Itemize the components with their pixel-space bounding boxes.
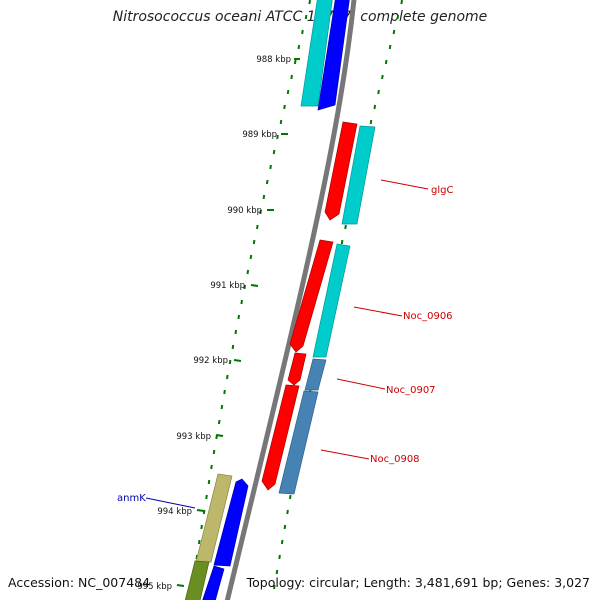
scale-ring-dot <box>381 74 384 80</box>
scale-ring-dot <box>269 164 272 170</box>
scale-ring-dot <box>293 59 297 65</box>
scale-ring-dot <box>290 74 293 80</box>
scale-ring-dot <box>246 269 250 275</box>
scale-ring-dot <box>200 524 203 530</box>
scale-ring-dot <box>243 284 247 290</box>
scale-ring-dot <box>388 44 392 50</box>
scale-ring-dot <box>340 239 344 245</box>
scale-ring-inner <box>188 0 311 600</box>
scale-label: 990 kbp <box>227 206 262 216</box>
scale-ring-dot <box>223 389 226 395</box>
scale-ring-dot <box>220 404 224 410</box>
map-title: Nitrosococcus oceani ATCC 19707, complet… <box>112 9 488 25</box>
scale-label: 988 kbp <box>256 55 291 65</box>
scale-ring-dot <box>262 194 266 200</box>
scale-ring-dot <box>286 89 290 95</box>
scale-ring-dot <box>234 329 238 335</box>
scale-ring-dot <box>228 359 232 365</box>
gene-leader-line <box>336 378 386 390</box>
gene-reverse <box>287 352 307 386</box>
scale-ring-dot <box>256 224 259 230</box>
scale-ring-dot <box>304 14 308 20</box>
scale-ring-dot <box>288 494 292 500</box>
scale-ring-dot <box>212 449 216 455</box>
scale-ring-dot <box>280 539 284 545</box>
scale-ring-dot <box>231 344 235 350</box>
gene-forward <box>202 565 225 600</box>
gene-leader-line <box>353 306 403 317</box>
gene-reverse <box>261 384 300 491</box>
gene-reverse <box>324 121 358 221</box>
gene-reverse <box>289 239 334 353</box>
scale-tick <box>196 509 205 512</box>
scale-ring-dot <box>392 29 396 35</box>
gene-leader-line <box>380 179 429 190</box>
scale-ring-dot <box>259 209 262 215</box>
gene-label-noc-0906[interactable]: Noc_0906 <box>403 311 453 322</box>
scale-ring-dot <box>237 314 241 320</box>
scale-ring-dot <box>301 29 304 35</box>
scale-ring-dot <box>396 14 400 20</box>
scale-ring-dot <box>205 494 208 500</box>
scale-tick <box>250 284 259 287</box>
scale-ring-dot <box>286 509 289 515</box>
scale-ticks <box>176 58 300 587</box>
scale-ring-dot <box>275 569 279 575</box>
scale-label: 995 kbp <box>137 582 172 592</box>
scale-ring-dot <box>252 239 256 245</box>
scale-ring-dot <box>400 0 403 5</box>
scale-ring-dot <box>210 464 213 470</box>
gene-rna <box>278 390 319 495</box>
scale-label: 992 kbp <box>193 356 228 366</box>
scale-label: 989 kbp <box>242 130 277 140</box>
gene-leader-line <box>145 497 196 509</box>
gene-forward <box>312 243 351 358</box>
scale-labels: 988 kbp 989 kbp 990 kbp 991 kbp 992 kbp … <box>137 55 291 592</box>
gene-label-noc-0907[interactable]: Noc_0907 <box>386 385 436 396</box>
gene-forward <box>317 0 350 111</box>
scale-ring-dot <box>278 554 281 560</box>
scale-ring-dot <box>197 539 201 545</box>
gene-forward <box>213 478 249 567</box>
scale-ring-dot <box>344 224 347 230</box>
gene-rna <box>304 358 327 391</box>
gene-khaki <box>195 473 233 563</box>
scale-ring-dot <box>377 89 380 95</box>
scale-ring-dot <box>283 524 287 530</box>
scale-ring-dot <box>297 44 301 50</box>
scale-ring-dot <box>240 299 243 305</box>
scale-ring-dot <box>276 134 279 140</box>
scale-ring-dot <box>373 104 377 110</box>
genome-backbone <box>224 0 357 600</box>
accession-text: Accession: NC_007484 <box>8 575 151 590</box>
scale-ring-dot <box>272 149 276 155</box>
scale-label: 993 kbp <box>176 432 211 442</box>
scale-ring-dot <box>226 374 229 380</box>
scale-ring-dot <box>283 104 286 110</box>
gene-forward <box>341 125 376 225</box>
scale-ring-dot <box>384 59 388 65</box>
scale-ring-dot <box>217 419 221 425</box>
gene-leader-line <box>320 449 370 460</box>
scale-ring-dot <box>202 509 206 515</box>
scale-ring-dot <box>273 584 276 590</box>
scale-ring-dot <box>279 119 283 125</box>
scale-label: 991 kbp <box>210 281 245 291</box>
scale-label: 994 kbp <box>157 507 192 517</box>
scale-ring-dot <box>207 479 211 485</box>
gene-label-glgC[interactable]: glgC <box>431 185 453 196</box>
scale-tick <box>215 434 224 437</box>
scale-tick <box>176 584 185 587</box>
topology-text: Topology: circular; Length: 3,481,691 bp… <box>246 575 590 590</box>
scale-ring-dot <box>308 0 311 5</box>
gene-label-noc-0908[interactable]: Noc_0908 <box>370 454 420 465</box>
scale-ring-dot <box>265 179 269 185</box>
scale-ring-dot <box>249 254 253 260</box>
gene-olive <box>184 560 210 600</box>
gene-label-anmK[interactable]: anmK <box>117 493 146 504</box>
scale-ring-dot <box>369 119 373 125</box>
scale-tick <box>233 359 242 362</box>
gene-forward <box>300 0 333 107</box>
